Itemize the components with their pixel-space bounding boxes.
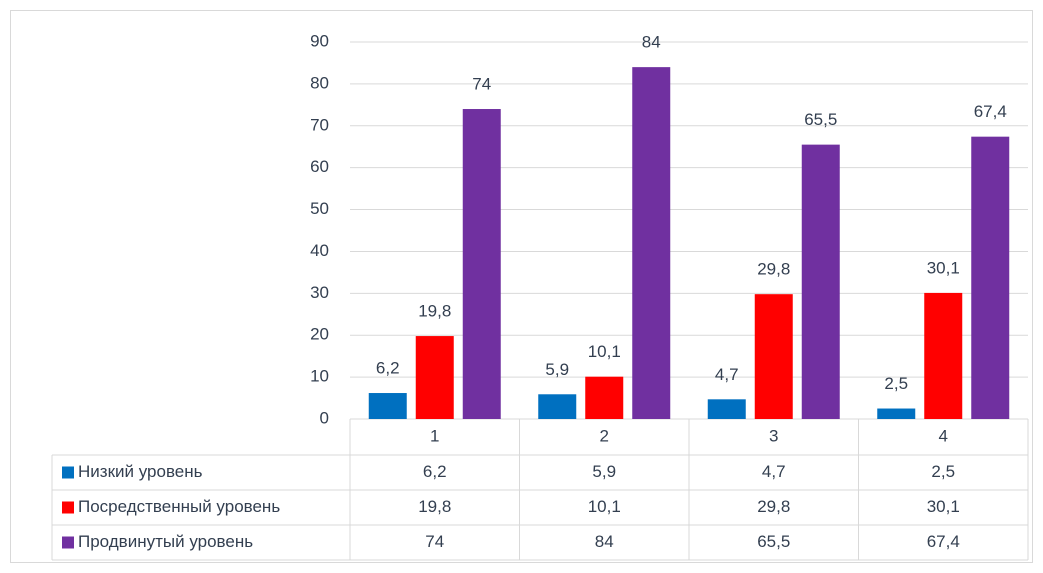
data-label: 30,1	[927, 258, 960, 277]
table-value: 30,1	[927, 497, 960, 516]
data-label: 67,4	[974, 102, 1007, 121]
x-tick-label: 3	[769, 426, 778, 445]
data-label: 29,8	[757, 260, 790, 279]
chart-area	[10, 10, 1033, 563]
y-tick-label: 70	[310, 115, 329, 134]
bar	[801, 144, 840, 419]
legend-key	[62, 466, 74, 479]
data-label: 84	[642, 33, 661, 52]
x-tick-label: 1	[430, 426, 439, 445]
y-tick-label: 80	[310, 73, 329, 92]
y-tick-label: 90	[310, 31, 329, 50]
table-value: 5,9	[592, 462, 616, 481]
data-label: 74	[472, 75, 491, 94]
x-tick-label: 2	[600, 426, 609, 445]
legend-label: Продвинутый уровень	[78, 532, 253, 551]
legend-label: Посредственный уровень	[78, 497, 280, 516]
legend-label: Низкий уровень	[78, 462, 203, 481]
table-value: 10,1	[588, 497, 621, 516]
y-tick-label: 40	[310, 241, 329, 260]
data-label: 5,9	[545, 360, 569, 379]
bar	[707, 399, 746, 419]
x-tick-label: 4	[939, 426, 948, 445]
table-value: 74	[425, 532, 444, 551]
table-value: 67,4	[927, 532, 960, 551]
legend-key	[62, 501, 74, 514]
bar	[632, 67, 671, 419]
table-value: 19,8	[418, 497, 451, 516]
bar	[368, 393, 407, 419]
y-tick-label: 20	[310, 325, 329, 344]
y-tick-label: 50	[310, 199, 329, 218]
bar	[877, 408, 916, 419]
data-label: 65,5	[804, 110, 837, 129]
y-tick-label: 30	[310, 283, 329, 302]
data-label: 19,8	[418, 302, 451, 321]
table-value: 65,5	[757, 532, 790, 551]
bar	[924, 292, 963, 419]
data-label: 10,1	[588, 342, 621, 361]
bar	[415, 336, 454, 419]
table-value: 29,8	[757, 497, 790, 516]
bar	[585, 376, 624, 419]
bar	[462, 109, 501, 420]
y-tick-label: 60	[310, 157, 329, 176]
y-tick-label: 0	[320, 408, 329, 427]
table-value: 2,5	[931, 462, 955, 481]
data-label: 6,2	[376, 359, 400, 378]
bar	[754, 294, 793, 419]
bar	[538, 394, 577, 419]
table-value: 4,7	[762, 462, 786, 481]
table-value: 84	[595, 532, 614, 551]
bar	[971, 136, 1010, 419]
legend-key	[62, 536, 74, 549]
y-tick-label: 10	[310, 367, 329, 386]
data-label: 4,7	[715, 365, 739, 384]
data-label: 2,5	[884, 374, 908, 393]
table-value: 6,2	[423, 462, 447, 481]
